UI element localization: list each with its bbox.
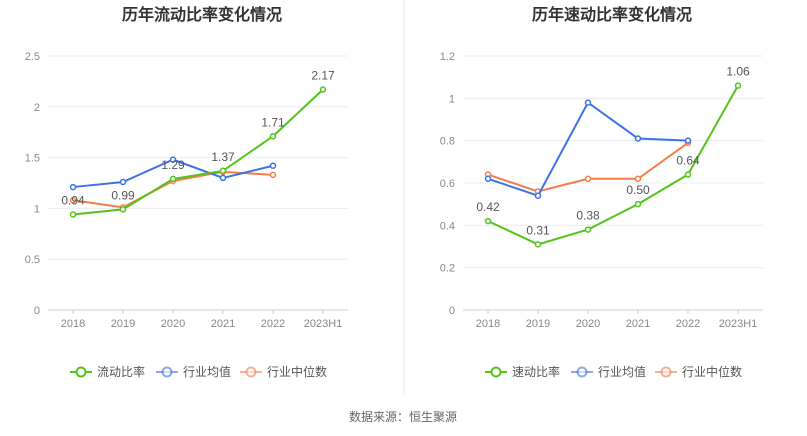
x-tick-label: 2022: [261, 318, 285, 330]
x-tick-label: 2021: [211, 318, 235, 330]
series-line: [487, 141, 689, 193]
data-point: [484, 217, 492, 225]
data-point: [219, 167, 227, 175]
data-label: 0.64: [676, 154, 700, 168]
data-point: [684, 171, 692, 178]
data-label: 1.71: [261, 115, 285, 129]
x-tick-label: 2021: [626, 318, 650, 330]
data-point: [269, 133, 277, 140]
y-tick-label: 2.5: [25, 51, 40, 63]
x-tick-label: 2018: [476, 318, 500, 330]
x-tick-label: 2023H1: [304, 318, 343, 330]
legend-item[interactable]: 速动比率: [512, 364, 560, 379]
x-tick-label: 2023H1: [719, 318, 758, 330]
data-point: [69, 211, 77, 218]
y-tick-label: 0: [449, 305, 455, 317]
y-tick-label: 0: [34, 305, 40, 317]
y-tick-label: 0.2: [440, 263, 455, 275]
chart-title: 历年流动比率变化情况: [122, 5, 282, 24]
data-label: 2.17: [311, 69, 335, 83]
data-point: [169, 156, 177, 163]
y-tick-label: 1: [449, 93, 455, 105]
y-tick-label: 2: [34, 102, 40, 114]
data-point: [69, 183, 77, 191]
x-tick-label: 2020: [161, 318, 185, 330]
data-label: 1.06: [726, 65, 750, 79]
y-tick-label: 0.4: [440, 220, 455, 232]
legend-marker: [75, 366, 87, 378]
x-tick-label: 2019: [526, 318, 550, 330]
legend-marker: [161, 366, 173, 378]
source-text: 数据来源：恒生聚源: [349, 409, 457, 424]
data-point: [584, 226, 592, 233]
data-point: [169, 175, 177, 183]
data-label: 1.37: [211, 150, 235, 164]
data-point: [684, 137, 692, 144]
data-point: [634, 200, 642, 208]
data-point: [69, 197, 77, 204]
x-tick-label: 2018: [61, 318, 85, 330]
data-point: [319, 86, 327, 93]
data-point: [734, 82, 742, 89]
y-tick-label: 1.5: [25, 153, 40, 165]
y-tick-label: 0.6: [440, 178, 455, 190]
x-tick-label: 2022: [676, 318, 700, 330]
data-label: 0.42: [476, 200, 500, 214]
y-tick-label: 0.8: [440, 136, 455, 148]
data-point: [269, 171, 277, 179]
data-point: [119, 178, 127, 186]
data-point: [634, 175, 642, 183]
y-tick-label: 1: [34, 203, 40, 215]
chart-title: 历年速动比率变化情况: [532, 5, 692, 24]
legend-marker: [576, 366, 588, 378]
data-point: [584, 175, 592, 183]
data-label: 0.94: [61, 193, 85, 207]
data-point: [534, 241, 542, 248]
legend-marker: [490, 366, 502, 378]
series-line: [487, 85, 739, 246]
legend-marker: [245, 366, 257, 378]
legend-item[interactable]: 流动比率: [97, 364, 145, 379]
data-point: [534, 192, 542, 199]
y-tick-label: 1.2: [440, 51, 455, 63]
data-point: [484, 175, 492, 183]
data-label: 0.31: [526, 223, 550, 237]
data-label: 0.50: [626, 183, 650, 197]
data-label: 0.38: [576, 209, 600, 223]
data-point: [119, 206, 127, 213]
data-label: 1.29: [161, 158, 185, 172]
series-line: [72, 88, 324, 216]
data-point: [269, 162, 277, 169]
x-tick-label: 2020: [576, 318, 600, 330]
legend-item[interactable]: 行业均值: [598, 364, 646, 379]
data-point: [584, 99, 592, 106]
legend-marker: [660, 366, 672, 378]
data-label: 0.99: [111, 188, 135, 202]
data-point: [219, 174, 227, 182]
x-tick-label: 2019: [111, 318, 135, 330]
data-point: [634, 135, 642, 142]
y-tick-label: 0.5: [25, 254, 40, 266]
legend-item[interactable]: 行业中位数: [682, 364, 742, 379]
legend-item[interactable]: 行业均值: [183, 364, 231, 379]
legend-item[interactable]: 行业中位数: [267, 364, 327, 379]
